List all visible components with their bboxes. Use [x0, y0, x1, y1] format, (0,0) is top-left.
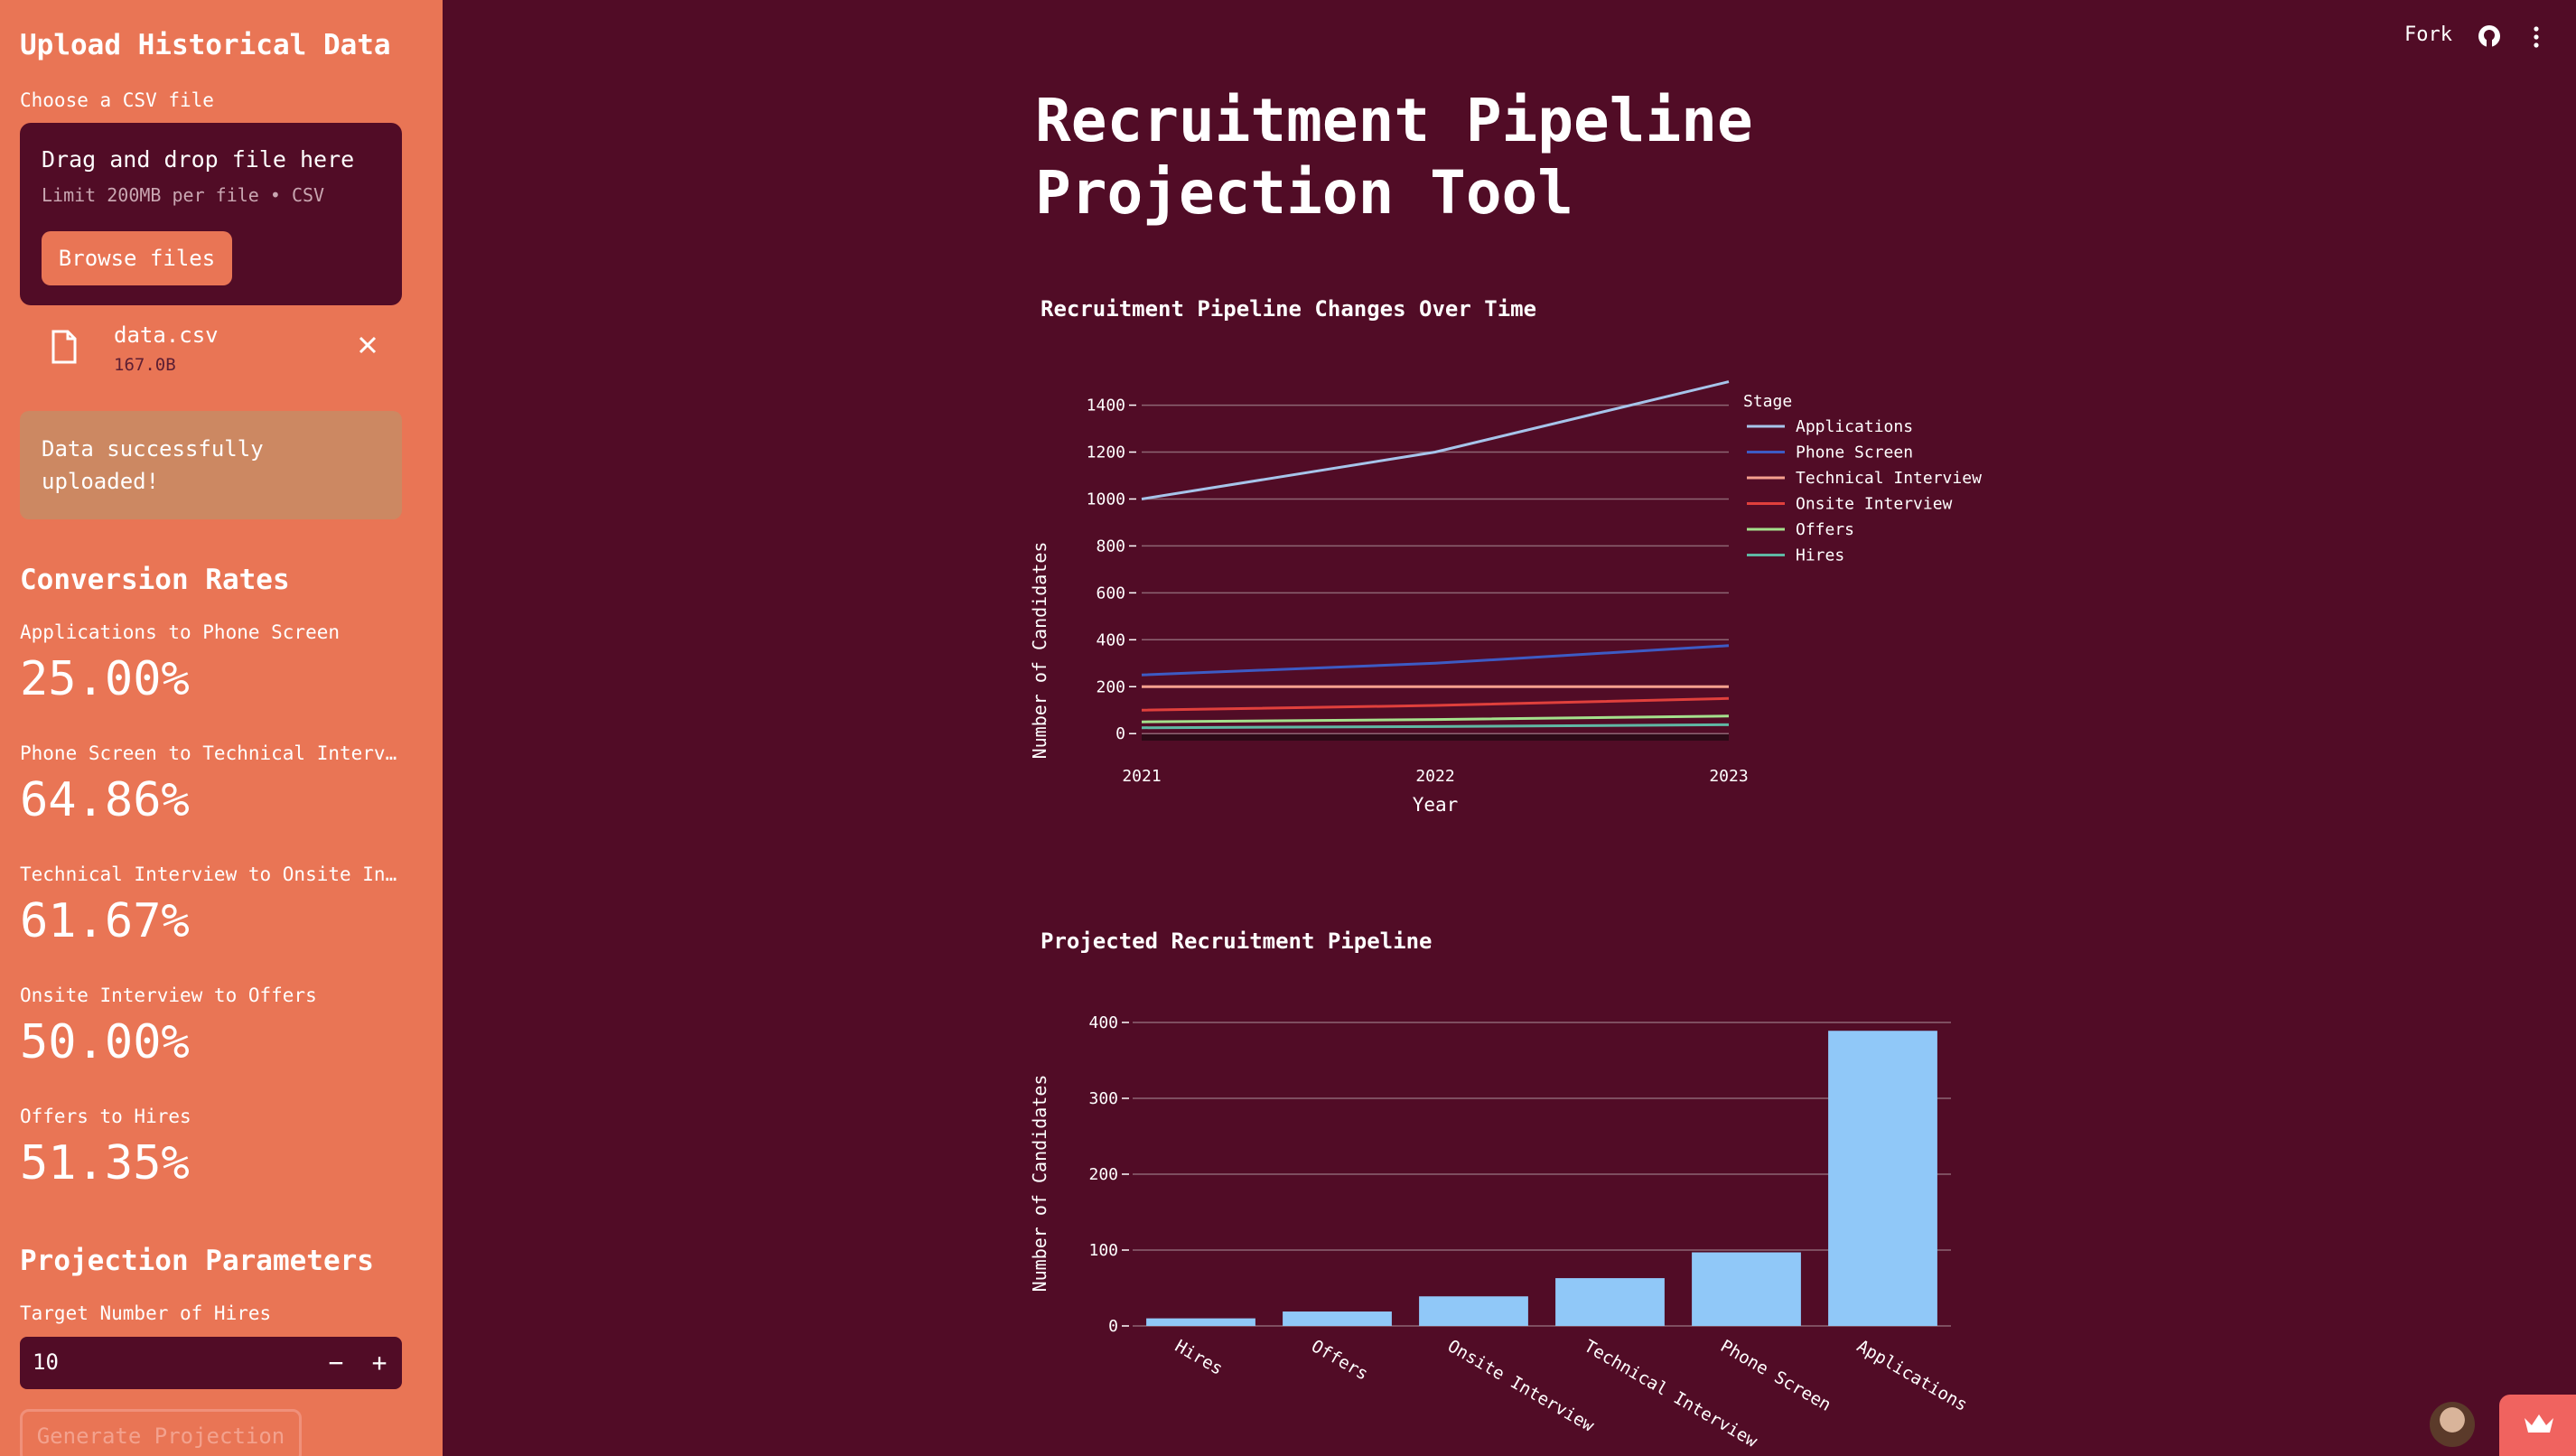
- y-tick-label: 1000: [1087, 490, 1125, 509]
- y-tick-label: 300: [1088, 1089, 1118, 1108]
- series-line: [1141, 380, 1730, 500]
- choose-file-label: Choose a CSV file: [20, 89, 214, 111]
- bar: [1828, 1031, 1937, 1326]
- kebab-menu-icon[interactable]: [2531, 25, 2542, 49]
- y-tick-label: 0: [1108, 1317, 1118, 1336]
- y-tick-label: 800: [1096, 537, 1125, 555]
- y-tick-label: 100: [1088, 1241, 1118, 1260]
- metric-value: 51.35%: [20, 1136, 190, 1190]
- github-icon[interactable]: [2477, 23, 2502, 49]
- metric-label: Applications to Phone Screen: [20, 621, 341, 643]
- series-line: [1141, 644, 1730, 677]
- bar: [1283, 1311, 1392, 1326]
- legend-title: Stage: [1743, 392, 1792, 411]
- series-line: [1141, 714, 1730, 723]
- x-tick-label: Onsite Interview: [1444, 1336, 1598, 1436]
- close-icon[interactable]: [354, 331, 381, 359]
- target-hires-stepper[interactable]: 10 − +: [20, 1337, 402, 1389]
- legend-entry: Technical Interview: [1796, 469, 1982, 488]
- metric-label: Offers to Hires: [20, 1106, 191, 1127]
- x-tick-label: Hires: [1171, 1336, 1227, 1379]
- line-chart-title: Recruitment Pipeline Changes Over Time: [1041, 296, 1537, 322]
- y-tick-label: 200: [1088, 1165, 1118, 1184]
- increment-button[interactable]: +: [371, 1347, 387, 1377]
- metric-label: Phone Screen to Technical Interv…: [20, 742, 397, 764]
- y-axis-label: Number of Candidates: [1030, 1075, 1050, 1293]
- y-tick-label: 200: [1096, 677, 1125, 696]
- dropzone-title: Drag and drop file here: [42, 146, 355, 173]
- x-tick-label: 2021: [1122, 767, 1161, 786]
- series-line: [1141, 723, 1730, 730]
- file-name: data.csv: [114, 322, 219, 348]
- file-size: 167.0B: [114, 355, 176, 375]
- bar: [1419, 1296, 1528, 1326]
- series-line: [1141, 696, 1730, 712]
- bar: [1146, 1318, 1255, 1326]
- y-tick-label: 1400: [1087, 397, 1125, 415]
- bar: [1692, 1252, 1801, 1326]
- x-tick-label: 2022: [1415, 767, 1454, 786]
- line-chart: 0 200 400 600 800 1000 1200 1400 2021 2022 2023 Yea…: [1030, 380, 1982, 816]
- target-hires-input[interactable]: 10: [33, 1349, 59, 1375]
- y-tick-label: 0: [1115, 724, 1125, 743]
- browse-files-button[interactable]: Browse files: [42, 231, 232, 285]
- legend-entry: Applications: [1796, 417, 1913, 436]
- x-tick-label: Offers: [1308, 1336, 1371, 1384]
- generate-projection-button[interactable]: Generate Projection: [20, 1409, 302, 1456]
- streamlit-badge[interactable]: [2499, 1395, 2576, 1456]
- upload-heading: Upload Historical Data: [20, 29, 391, 61]
- x-tick-label: Phone Screen: [1717, 1336, 1834, 1415]
- y-tick-label: 400: [1096, 630, 1125, 649]
- metric-value: 64.86%: [20, 773, 190, 827]
- metric-label: Onsite Interview to Offers: [20, 985, 317, 1006]
- legend-entry: Phone Screen: [1796, 443, 1913, 462]
- y-tick-label: 1200: [1087, 443, 1125, 462]
- uploaded-file: data.csv 167.0B: [20, 321, 402, 384]
- projection-heading: Projection Parameters: [20, 1245, 374, 1277]
- conversion-heading: Conversion Rates: [20, 564, 290, 596]
- dropzone-limit: Limit 200MB per file • CSV: [42, 184, 325, 206]
- file-dropzone[interactable]: Drag and drop file here Limit 200MB per …: [20, 123, 402, 305]
- sidebar: Upload Historical Data Choose a CSV file…: [0, 0, 443, 1456]
- y-tick-label: 400: [1088, 1013, 1118, 1032]
- x-tick-label: 2023: [1709, 767, 1748, 786]
- avatar[interactable]: [2430, 1402, 2475, 1447]
- fork-link[interactable]: Fork: [2404, 23, 2452, 46]
- y-axis-label: Number of Candidates: [1030, 542, 1050, 760]
- success-alert: Data successfully uploaded!: [20, 411, 402, 519]
- metric-value: 61.67%: [20, 894, 190, 948]
- metric-label: Technical Interview to Onsite In…: [20, 863, 397, 885]
- decrement-button[interactable]: −: [328, 1347, 344, 1377]
- target-hires-label: Target Number of Hires: [20, 1302, 272, 1324]
- file-icon: [51, 330, 77, 364]
- bar: [1555, 1278, 1665, 1326]
- plot-floor: [1142, 733, 1729, 741]
- legend-entry: Hires: [1796, 546, 1844, 565]
- metric-value: 50.00%: [20, 1015, 190, 1069]
- x-tick-label: Applications: [1853, 1336, 1971, 1415]
- bar-chart-title: Projected Recruitment Pipeline: [1041, 929, 1433, 954]
- legend-entry: Offers: [1796, 520, 1854, 539]
- bar-chart: 0 100 200 300 400 Hires Offers Onsite Interview…: [1030, 1013, 1971, 1451]
- y-tick-label: 600: [1096, 583, 1125, 602]
- x-axis-label: Year: [1413, 794, 1459, 816]
- legend-entry: Onsite Interview: [1796, 495, 1953, 514]
- page-title: Recruitment Pipeline Projection Tool: [1035, 86, 1753, 228]
- metric-value: 25.00%: [20, 652, 190, 706]
- crown-icon: [2525, 1414, 2553, 1433]
